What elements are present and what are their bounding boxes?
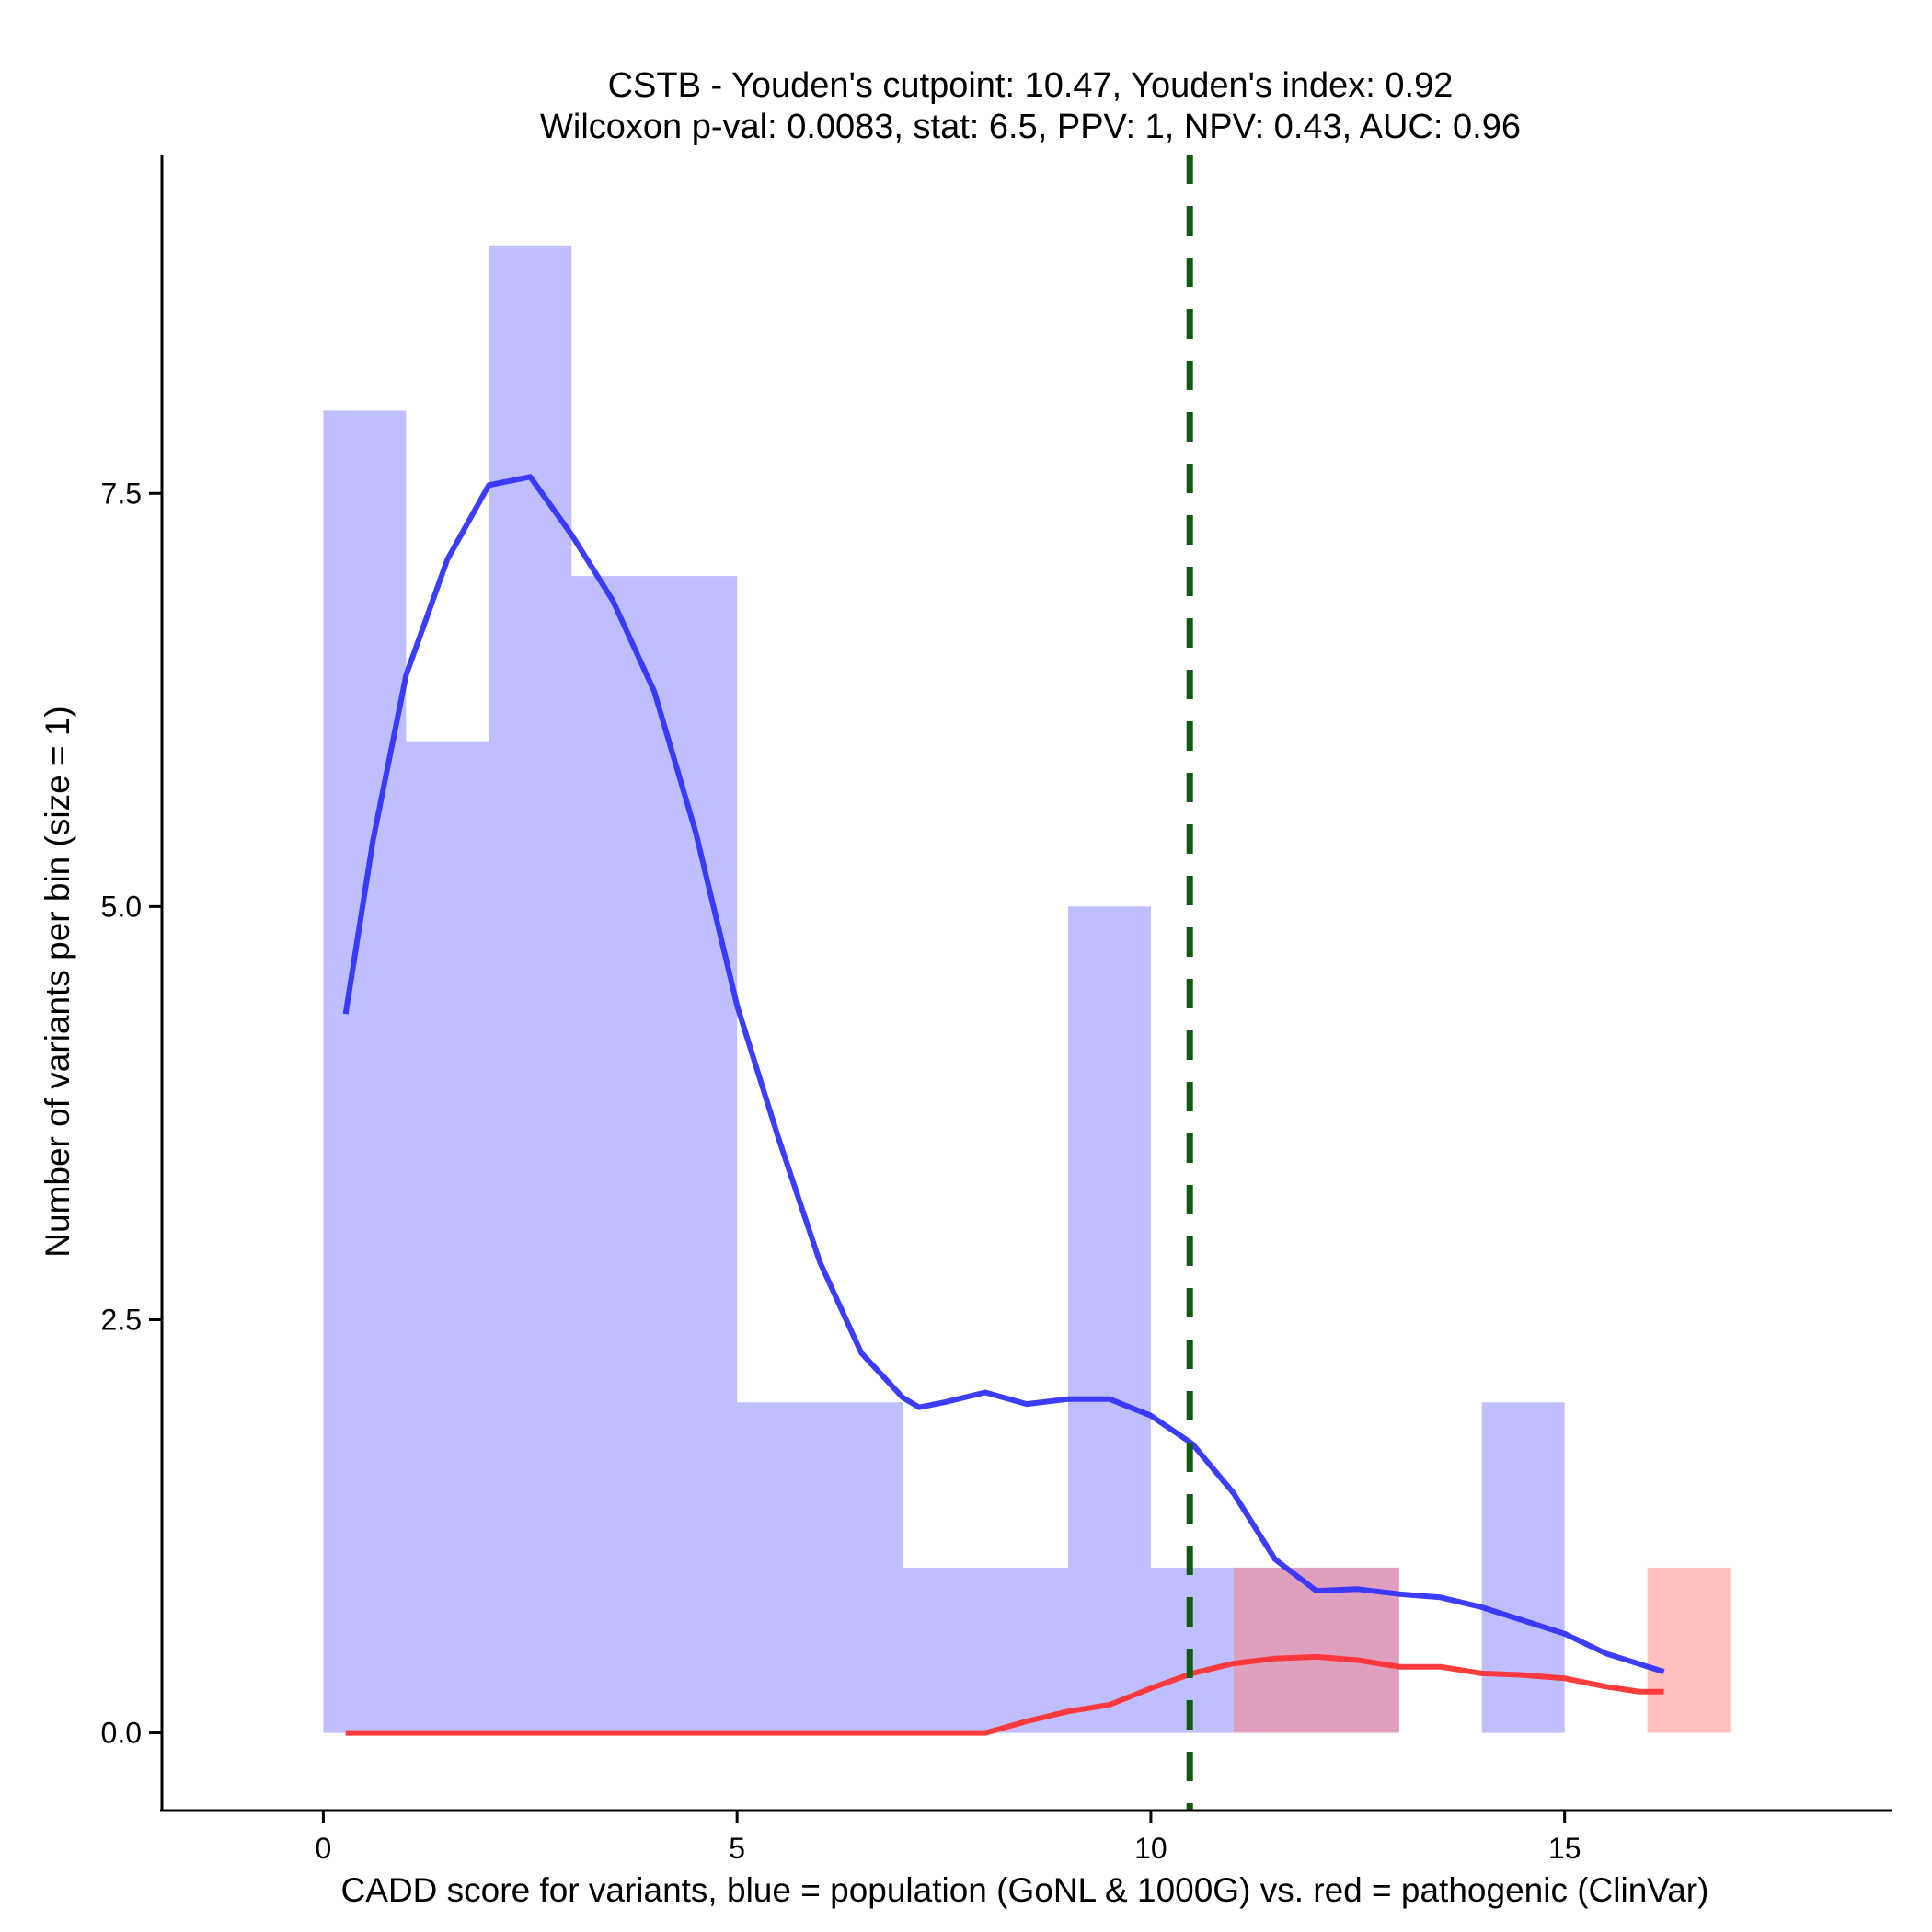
bar-population-9 [1067, 906, 1151, 1733]
bar-population-3 [571, 576, 655, 1733]
bar-pathogenic-11 [1233, 1567, 1317, 1733]
y-tick-label: 2.5 [101, 1303, 142, 1336]
chart-subtitle: Wilcoxon p-val: 0.0083, stat: 6.5, PPV: … [540, 108, 1521, 146]
pathogenic-density-line [345, 1653, 1664, 1736]
x-tick-label: 15 [1548, 1832, 1581, 1865]
y-axis-ticks: 0.0 2.5 5.0 7.5 [101, 477, 162, 1750]
y-tick-label: 5.0 [101, 890, 142, 923]
x-tick-label: 5 [729, 1832, 745, 1865]
bar-population-7 [903, 1567, 986, 1733]
bar-pathogenic-16 [1647, 1567, 1731, 1733]
bar-population-5 [737, 1402, 821, 1733]
bar-population-0 [323, 410, 407, 1733]
bar-population-4 [654, 576, 738, 1733]
x-axis-label: CADD score for variants, blue = populati… [341, 1871, 1709, 1909]
density-lines [342, 474, 1665, 1736]
chart-title: CSTB - Youden's cutpoint: 10.47, Youden'… [608, 66, 1454, 105]
bar-population-14 [1481, 1402, 1565, 1733]
x-tick-label: 0 [316, 1832, 332, 1865]
x-axis-ticks: 0 5 10 15 [316, 1811, 1581, 1865]
y-tick-label: 7.5 [101, 477, 142, 510]
bar-population-2 [489, 245, 572, 1733]
bar-population-6 [820, 1402, 903, 1733]
population-density-line [342, 474, 1665, 1674]
bar-population-8 [985, 1567, 1068, 1733]
bar-population-1 [406, 741, 489, 1733]
x-tick-label: 10 [1134, 1832, 1167, 1865]
y-axis-label: Number of variants per bin (size = 1) [39, 706, 76, 1257]
histogram-bars [323, 245, 1731, 1733]
y-tick-label: 0.0 [101, 1717, 142, 1750]
